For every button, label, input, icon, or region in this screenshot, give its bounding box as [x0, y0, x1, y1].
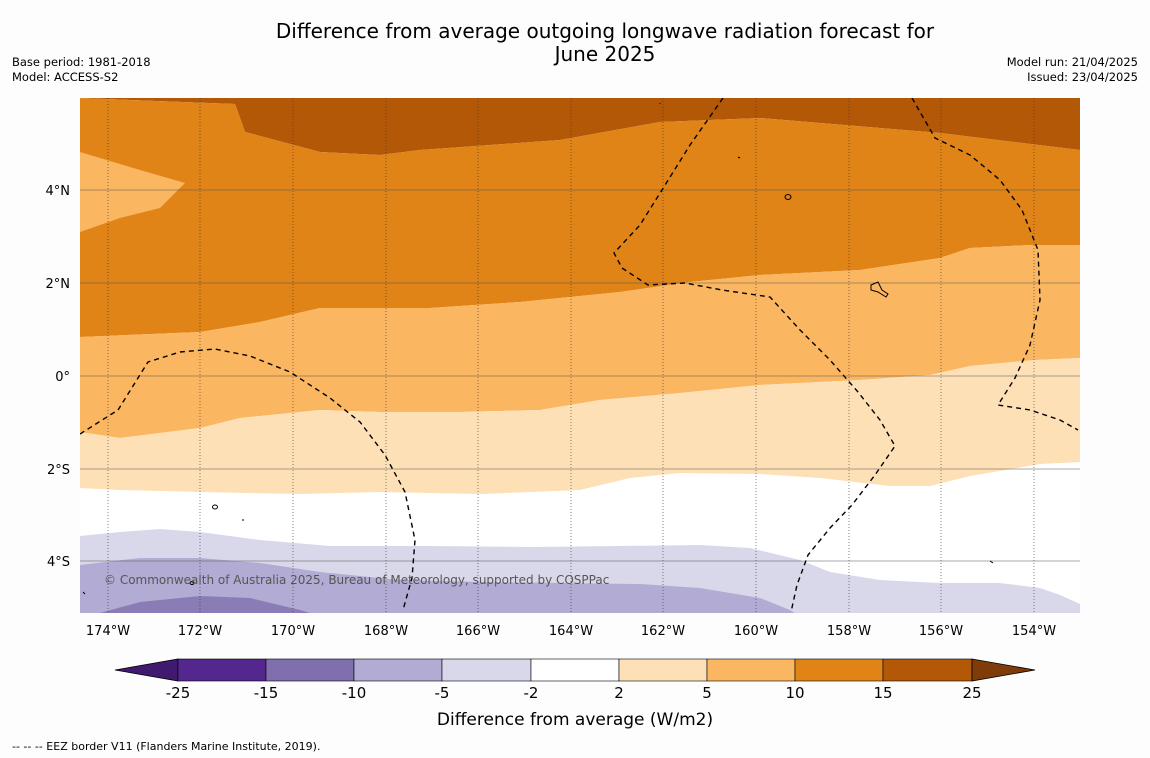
title-line-2: June 2025	[554, 42, 656, 66]
band-dark-orange	[80, 98, 1080, 155]
colorbar-title: Difference from average (W/m2)	[436, 710, 714, 730]
colorbar-tick: 25	[962, 684, 982, 702]
lon-label: 166°W	[456, 624, 500, 639]
colorbar-segment	[882, 658, 973, 682]
colorbar-segment	[441, 658, 532, 682]
latitude-gridlines	[80, 189, 1080, 562]
lon-label: 174°W	[86, 624, 130, 639]
lat-label: 0°	[55, 370, 70, 385]
longitude-gridlines	[107, 98, 1035, 613]
issued-date: Issued: 23/04/2025	[1027, 70, 1138, 84]
lon-label: 154°W	[1012, 624, 1056, 639]
lon-label: 156°W	[919, 624, 963, 639]
model-run: Model run: 21/04/2025	[1006, 55, 1138, 69]
colorbar-tick: -15	[253, 684, 279, 702]
latitude-labels: 4°N 2°N 0° 2°S 4°S	[46, 184, 71, 570]
lon-label: 158°W	[827, 624, 871, 639]
colorbar-tick: -2	[523, 684, 539, 702]
colorbar-segment	[794, 658, 884, 682]
anomaly-bands	[80, 98, 1080, 613]
colorbar-segment	[353, 658, 443, 682]
meta-left: Base period: 1981-2018 Model: ACCESS-S2	[12, 55, 151, 85]
lat-label: 4°S	[47, 555, 70, 570]
lat-label: 4°N	[46, 184, 71, 199]
model-name: Model: ACCESS-S2	[12, 70, 119, 84]
colorbar-segment	[530, 658, 620, 682]
lon-label: 160°W	[734, 624, 778, 639]
band-pale	[80, 358, 1080, 494]
eez-legend-note: -- -- -- EEZ border V11 (Flanders Marine…	[12, 740, 321, 753]
colorbar-tick: 5	[702, 684, 712, 702]
colorbar	[114, 658, 1036, 682]
lon-label: 164°W	[549, 624, 593, 639]
colorbar-tick: 15	[873, 684, 893, 702]
band-light-orange-patch	[80, 152, 185, 232]
eez-borders	[80, 98, 1079, 613]
islands	[82, 103, 994, 595]
title-line-1: Difference from average outgoing longwav…	[275, 19, 935, 43]
band-light-purple	[80, 558, 795, 613]
colorbar-tick: -10	[341, 684, 367, 702]
colorbar-segment	[706, 658, 796, 682]
lon-label: 170°W	[271, 624, 315, 639]
copyright-notice: © Commonwealth of Australia 2025, Bureau…	[104, 573, 609, 587]
band-orange	[80, 98, 1080, 337]
colorbar-right-extension	[971, 658, 1036, 682]
colorbar-segment	[177, 658, 267, 682]
lon-label: 168°W	[364, 624, 408, 639]
map-title: Difference from average outgoing longwav…	[250, 20, 960, 66]
colorbar-tick: -25	[165, 684, 191, 702]
colorbar-segment	[618, 658, 708, 682]
colorbar-left-extension	[114, 658, 179, 682]
lat-label: 2°N	[46, 277, 71, 292]
meta-right: Model run: 21/04/2025 Issued: 23/04/2025	[1007, 55, 1138, 85]
lon-label: 162°W	[641, 624, 685, 639]
colorbar-tick: -5	[434, 684, 450, 702]
band-mid-purple	[100, 596, 310, 613]
colorbar-tick: 2	[614, 684, 624, 702]
band-light-orange	[80, 245, 1080, 438]
colorbar-tick: 10	[785, 684, 805, 702]
base-period: Base period: 1981-2018	[12, 55, 151, 69]
lon-label: 172°W	[178, 624, 222, 639]
longitude-labels: 174°W 172°W 170°W 168°W 166°W 164°W 162°…	[86, 624, 1056, 639]
colorbar-segment	[265, 658, 355, 682]
lat-label: 2°S	[47, 463, 70, 478]
